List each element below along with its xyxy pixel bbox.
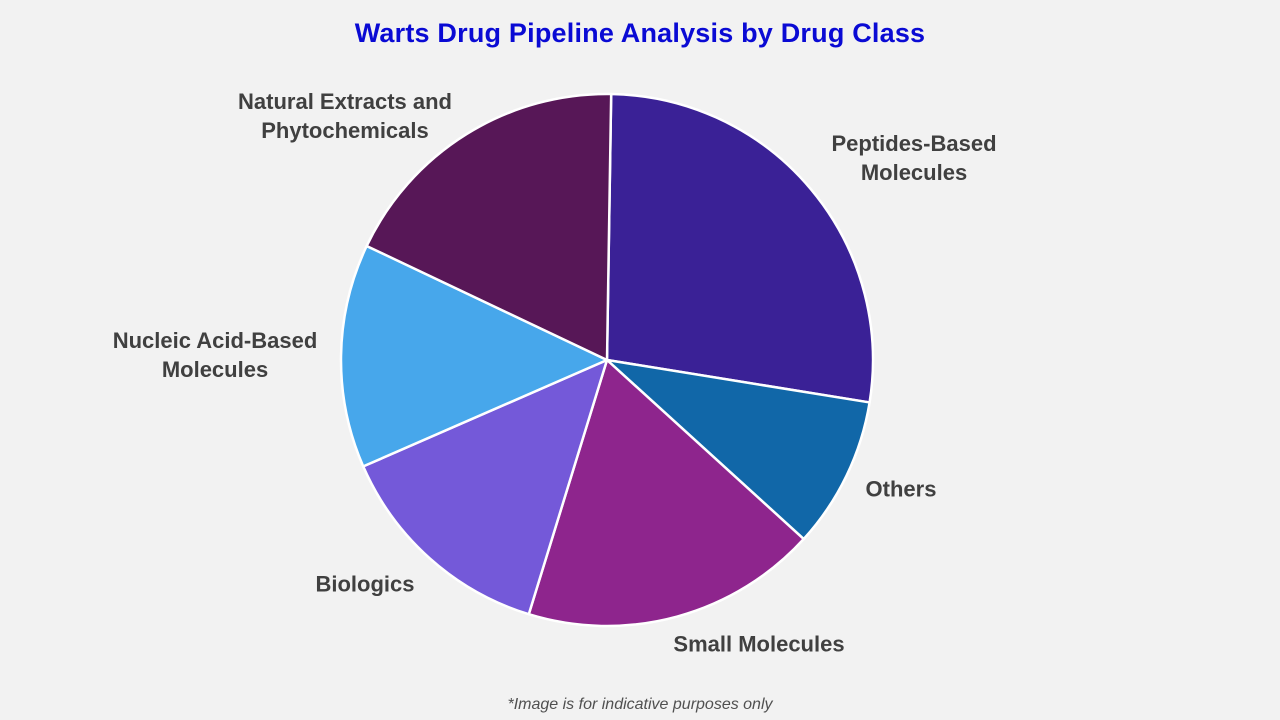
pie-slice-small-molecules [527, 358, 805, 628]
slice-label-peptides: Peptides-Based Molecules [831, 131, 997, 185]
pie-slice-biologics [361, 358, 609, 616]
footnote: *Image is for indicative purposes only [507, 696, 773, 713]
slice-label-nucleic-acid: Nucleic Acid-Based Molecules [112, 328, 318, 382]
pie-slice-others [605, 358, 871, 541]
pie-slice-nucleic-acid-based-molecules [339, 244, 609, 468]
slice-label-biologics: Biologics [315, 571, 415, 597]
slice-label-others: Others [865, 476, 937, 502]
pie-slice-natural-extracts-and-phytochemicals [365, 92, 613, 362]
chart-title: Warts Drug Pipeline Analysis by Drug Cla… [354, 18, 926, 48]
slice-label-small-molecules: Small Molecules [673, 631, 845, 657]
slice-label-natural-extracts: Natural Extracts and Phytochemicals [238, 89, 452, 143]
pie-slice-peptides-based-molecules [605, 92, 875, 404]
